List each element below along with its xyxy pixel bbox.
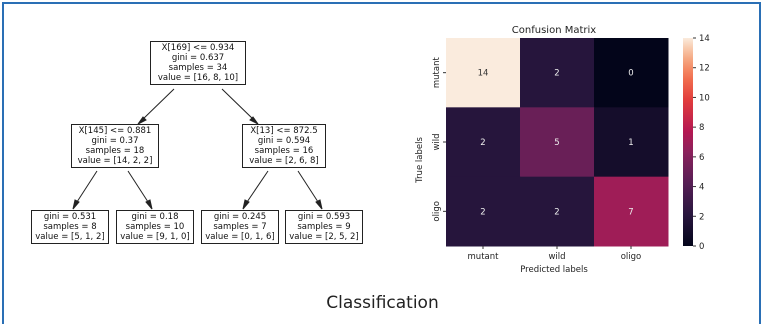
heatmap-cell-label-2-1: 2 [554,207,559,217]
heatmap-cell-1-2 [594,107,669,178]
heatmap-cell-1-1 [520,107,595,178]
heatmap-cell-label-0-2: 0 [628,69,633,79]
colorbar-tick-label-7: 14 [699,34,710,44]
tree-node-right-gini: gini = 0.594 [257,136,311,146]
slide-caption: Classification [326,293,439,313]
colorbar-tick-label-2: 4 [699,183,704,193]
tree-node-root-value: value = [16, 8, 10] [157,73,239,83]
colorbar-tick-label-1: 2 [699,212,704,222]
tree-leaf-ll-samples: samples = 8 [43,222,97,232]
tree-leaf-ll-gini: gini = 0.531 [43,212,97,222]
tree-node-left-gini: gini = 0.37 [91,136,139,146]
heatmap-cell-0-1 [520,38,595,108]
tree-node-right-samples: samples = 16 [254,146,314,156]
x-axis-label: Predicted labels [520,265,588,275]
tree-leaf-rr: gini = 0.593 samples = 9 value = [2, 5, … [285,210,363,244]
x-tick-label-2: oligo [621,252,642,262]
tree-node-root: X[169] <= 0.934 gini = 0.637 samples = 3… [150,41,246,85]
heatmap-cell-2-1 [520,176,595,247]
x-tick-label-1: wild [548,252,565,262]
tree-leaf-rr-samples: samples = 9 [297,222,351,232]
tree-leaf-ll-value: value = [5, 1, 2] [35,232,105,242]
tree-node-left-value: value = [14, 2, 2] [77,156,153,166]
tree-node-left-samples: samples = 18 [85,146,145,156]
y-tick-label-1: wild [432,133,442,150]
tree-node-root-samples: samples = 34 [168,63,228,73]
heatmap-cell-label-0-0: 14 [478,69,489,79]
tree-node-root-gini: gini = 0.637 [171,53,225,63]
heatmap-cell-label-2-0: 2 [480,207,485,217]
tree-leaf-rl-gini: gini = 0.245 [213,212,267,222]
heatmap-cell-label-1-2: 1 [628,138,633,148]
y-axis-label: True labels [415,137,425,184]
tree-leaf-lr-value: value = [9, 1, 0] [120,232,190,242]
tree-leaf-rr-value: value = [2, 5, 2] [289,232,359,242]
heatmap-cell-label-1-0: 2 [480,138,485,148]
x-tick-label-0: mutant [468,252,500,262]
tree-leaf-lr: gini = 0.18 samples = 10 value = [9, 1, … [116,210,194,244]
tree-node-left: X[145] <= 0.881 gini = 0.37 samples = 18… [71,124,159,168]
colorbar-tick-label-6: 12 [699,64,710,74]
colorbar-tick-label-5: 10 [699,93,710,103]
tree-node-left-split: X[145] <= 0.881 [78,126,152,136]
heatmap-cell-1-0 [446,107,521,178]
tree-node-right-split: X[13] <= 872.5 [250,126,318,136]
heatmap-cell-label-1-1: 5 [554,138,559,148]
heatmap-cell-label-0-1: 2 [554,69,559,79]
heatmap-cell-0-2 [594,38,669,108]
tree-node-root-split: X[169] <= 0.934 [161,43,235,53]
tree-node-right-value: value = [2, 6, 8] [249,156,319,166]
y-tick-label-0: mutant [432,57,442,89]
heatmap-cell-2-2 [594,176,669,247]
colorbar-tick-label-3: 6 [699,153,704,163]
colorbar-tick-label-0: 0 [699,242,704,252]
tree-leaf-lr-gini: gini = 0.18 [131,212,179,222]
heatmap-cell-label-2-2: 7 [628,207,633,217]
tree-leaf-rr-gini: gini = 0.593 [297,212,351,222]
tree-leaf-rl: gini = 0.245 samples = 7 value = [0, 1, … [201,210,279,244]
heatmap-cell-0-0 [446,38,521,108]
tree-leaf-lr-samples: samples = 10 [125,222,185,232]
y-tick-label-2: oligo [432,201,442,222]
tree-leaf-rl-samples: samples = 7 [213,222,267,232]
heatmap-cell-2-0 [446,176,521,247]
colorbar-tick-label-4: 8 [699,123,704,133]
tree-node-right: X[13] <= 872.5 gini = 0.594 samples = 16… [242,124,326,168]
colorbar [683,38,693,246]
tree-leaf-rl-value: value = [0, 1, 6] [205,232,275,242]
tree-leaf-ll: gini = 0.531 samples = 8 value = [5, 1, … [31,210,109,244]
chart-title: Confusion Matrix [512,25,596,36]
